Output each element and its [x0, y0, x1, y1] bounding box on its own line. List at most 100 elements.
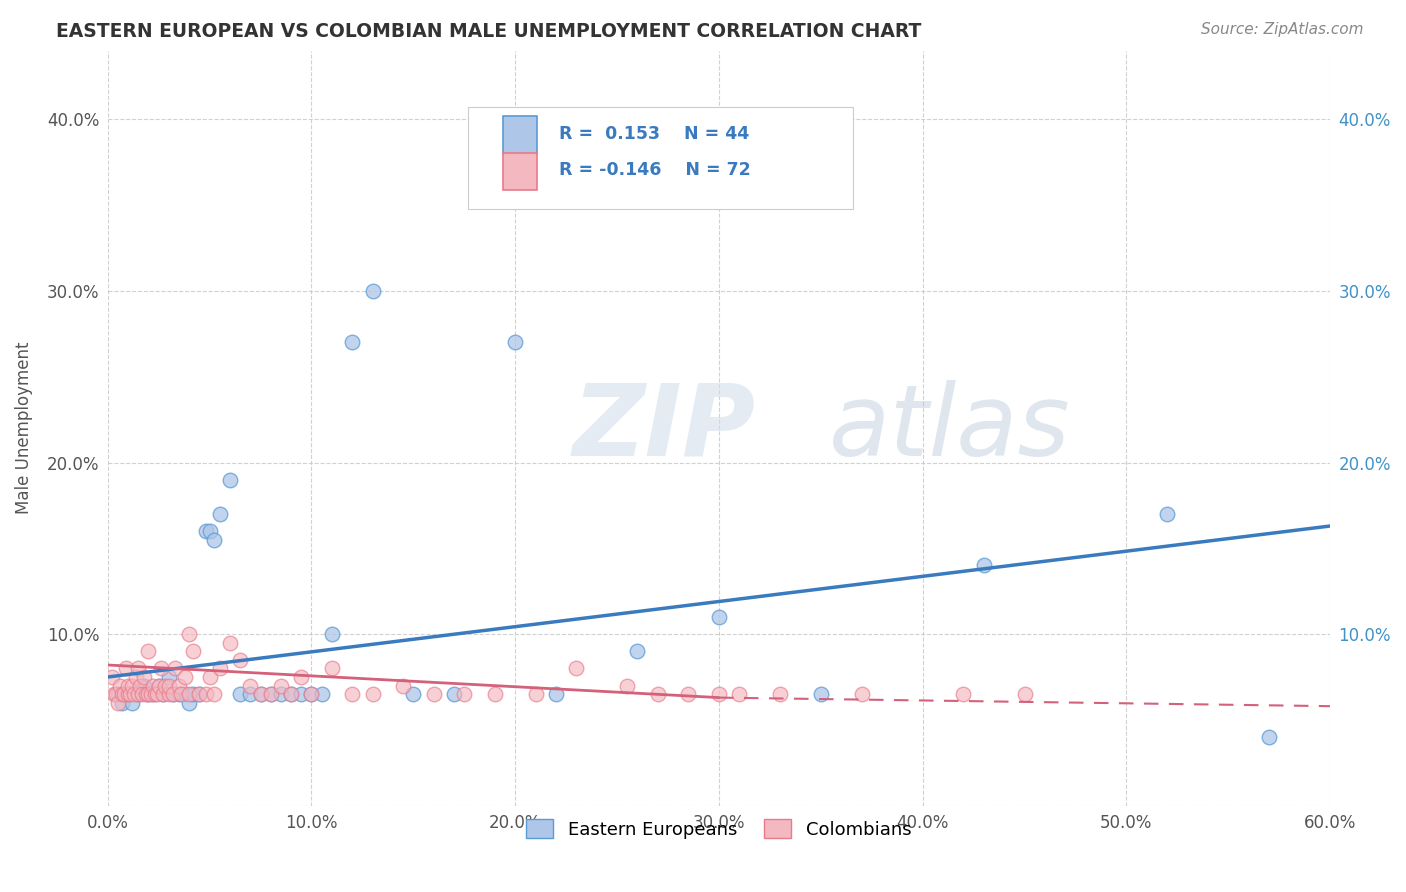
Point	[103, 687, 125, 701]
Point	[181, 687, 204, 701]
Text: R = -0.146    N = 72: R = -0.146 N = 72	[558, 161, 751, 179]
FancyBboxPatch shape	[468, 107, 853, 210]
Point	[157, 670, 180, 684]
Point	[1156, 507, 1178, 521]
Point	[208, 661, 231, 675]
Point	[707, 610, 730, 624]
Text: atlas: atlas	[830, 380, 1070, 476]
Point	[280, 687, 302, 701]
Point	[270, 687, 292, 701]
Point	[152, 687, 174, 701]
Point	[851, 687, 873, 701]
FancyBboxPatch shape	[502, 153, 537, 190]
Point	[301, 687, 323, 701]
Point	[544, 687, 567, 701]
Point	[321, 627, 343, 641]
Point	[134, 679, 156, 693]
Point	[141, 687, 163, 701]
Point	[167, 679, 190, 693]
Point	[167, 687, 190, 701]
Point	[202, 533, 225, 547]
Legend: Eastern Europeans, Colombians: Eastern Europeans, Colombians	[519, 812, 918, 846]
Point	[117, 687, 139, 701]
Point	[524, 687, 547, 701]
Point	[107, 696, 129, 710]
Point	[198, 670, 221, 684]
Point	[728, 687, 751, 701]
Point	[139, 687, 162, 701]
Text: R =  0.153    N = 44: R = 0.153 N = 44	[558, 125, 749, 143]
Point	[952, 687, 974, 701]
Point	[769, 687, 792, 701]
Point	[1258, 730, 1281, 744]
Point	[188, 687, 211, 701]
Point	[565, 661, 588, 675]
Point	[145, 687, 167, 701]
Point	[280, 687, 302, 701]
Point	[270, 679, 292, 693]
Point	[127, 687, 149, 701]
Point	[115, 661, 138, 675]
Point	[153, 679, 176, 693]
Point	[149, 661, 172, 675]
Point	[120, 687, 142, 701]
Point	[229, 653, 252, 667]
Point	[101, 670, 124, 684]
Point	[138, 687, 160, 701]
Point	[181, 644, 204, 658]
Text: ZIP: ZIP	[572, 380, 755, 476]
Point	[148, 679, 170, 693]
Point	[229, 687, 252, 701]
Point	[707, 687, 730, 701]
Point	[125, 670, 148, 684]
Point	[127, 687, 149, 701]
Point	[157, 687, 180, 701]
Point	[179, 687, 201, 701]
Point	[117, 687, 139, 701]
Point	[152, 687, 174, 701]
Point	[121, 679, 143, 693]
Point	[174, 670, 197, 684]
Point	[174, 687, 197, 701]
Point	[290, 687, 312, 701]
Point	[131, 687, 153, 701]
Point	[138, 644, 160, 658]
Point	[188, 687, 211, 701]
Point	[1014, 687, 1036, 701]
Point	[112, 687, 135, 701]
Point	[626, 644, 648, 658]
Point	[179, 627, 201, 641]
Point	[678, 687, 700, 701]
Point	[973, 558, 995, 573]
Point	[443, 687, 465, 701]
Point	[111, 696, 134, 710]
Point	[290, 670, 312, 684]
Point	[134, 670, 156, 684]
Point	[104, 687, 127, 701]
Point	[219, 636, 242, 650]
Point	[170, 687, 193, 701]
Point	[202, 687, 225, 701]
Point	[162, 687, 184, 701]
Point	[219, 473, 242, 487]
Point	[503, 335, 526, 350]
Point	[111, 687, 134, 701]
Point	[484, 687, 506, 701]
Point	[616, 679, 638, 693]
Point	[162, 687, 184, 701]
Point	[810, 687, 832, 701]
Point	[148, 679, 170, 693]
Point	[361, 284, 384, 298]
Point	[143, 687, 166, 701]
Point	[260, 687, 283, 701]
Point	[129, 679, 152, 693]
Point	[260, 687, 283, 701]
Point	[239, 687, 262, 701]
FancyBboxPatch shape	[502, 116, 537, 154]
Point	[239, 679, 262, 693]
Point	[301, 687, 323, 701]
Point	[361, 687, 384, 701]
Point	[422, 687, 444, 701]
Text: EASTERN EUROPEAN VS COLOMBIAN MALE UNEMPLOYMENT CORRELATION CHART: EASTERN EUROPEAN VS COLOMBIAN MALE UNEMP…	[56, 22, 921, 41]
Point	[179, 696, 201, 710]
